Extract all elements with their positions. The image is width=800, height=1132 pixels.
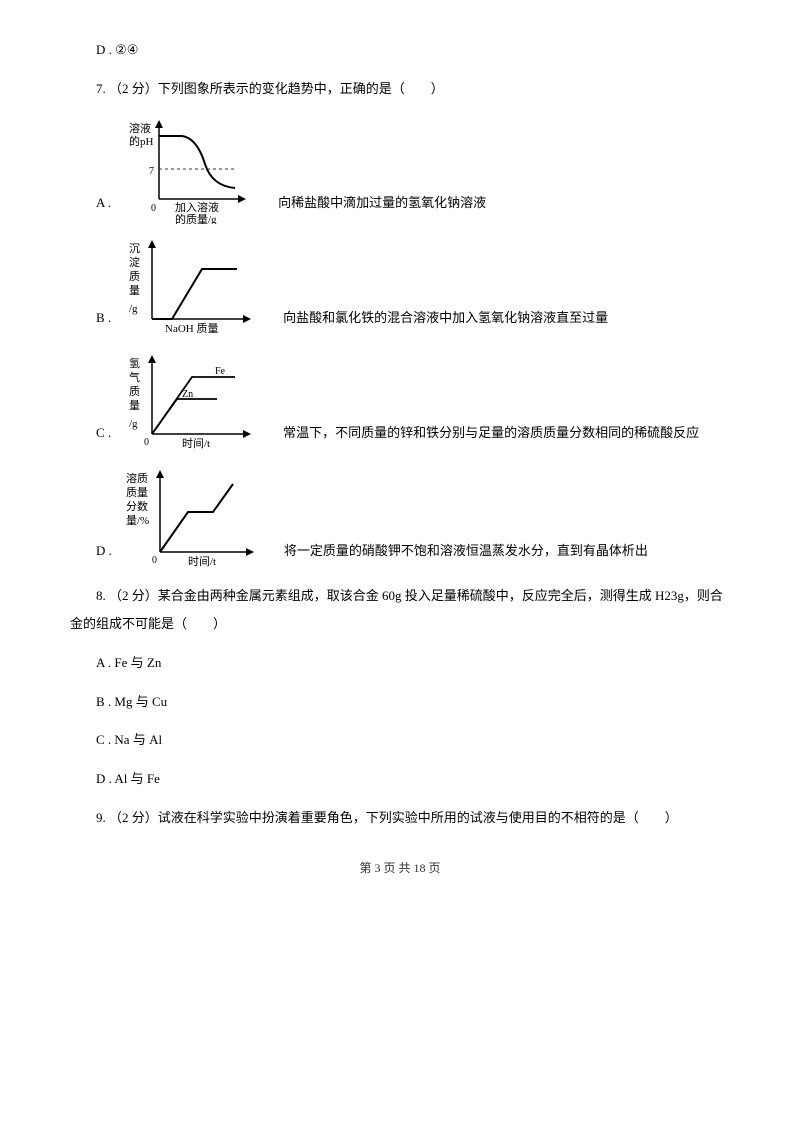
y-label: 沉 xyxy=(129,242,140,255)
series-label: Zn xyxy=(182,389,193,400)
option-prefix: B . xyxy=(70,308,111,329)
chart-c: 氢 气 质 量 /g 0 Fe Zn 时间/t xyxy=(117,349,262,454)
q7-stem: 7. （2 分）下列图象所表示的变化趋势中，正确的是（ ） xyxy=(70,79,730,100)
x-label: NaOH 质量 xyxy=(165,322,218,335)
y-unit: /g xyxy=(129,418,138,430)
y-label: 量/% xyxy=(126,514,149,527)
option-text: 常温下，不同质量的锌和铁分别与足量的溶质质量分数相同的稀硫酸反应 xyxy=(270,423,699,444)
curve-fe xyxy=(152,377,235,434)
q8-option-d: D . Al 与 Fe xyxy=(70,769,730,790)
q8-stem: 8. （2 分）某合金由两种金属元素组成，取该合金 60g 投入足量稀硫酸中，反… xyxy=(70,582,730,639)
q7-option-b: B . 沉 淀 质 量 /g NaOH 质量 向盐酸和氯化铁的混合溶液中加入氢氧… xyxy=(70,234,730,339)
x-label: 时间/t xyxy=(182,437,210,450)
series-label: Fe xyxy=(215,366,226,377)
option-text: 向稀盐酸中滴加过量的氢氧化钠溶液 xyxy=(265,193,486,214)
option-prefix: A . xyxy=(70,193,111,214)
arrow-icon xyxy=(155,120,163,128)
q8-option-b: B . Mg 与 Cu xyxy=(70,692,730,713)
x-label: 加入溶液 xyxy=(175,200,219,214)
y-label: 质 xyxy=(129,385,140,398)
page-footer: 第 3 页 共 18 页 xyxy=(70,859,730,878)
y-label: 质量 xyxy=(126,486,148,499)
arrow-icon xyxy=(243,430,251,438)
y-label: 分数 xyxy=(126,500,148,513)
arrow-icon xyxy=(238,195,246,203)
arrow-icon xyxy=(246,548,254,556)
chart-d: 溶质 质量 分数 量/% 0 时间/t xyxy=(118,464,263,572)
y-label: 溶质 xyxy=(126,471,148,485)
y-unit: /g xyxy=(129,303,138,315)
option-prefix: D . xyxy=(70,541,112,562)
y-label: 量 xyxy=(129,399,140,412)
arrow-icon xyxy=(148,240,156,248)
curve xyxy=(159,136,235,188)
arrow-icon xyxy=(243,315,251,323)
q7-option-a: A . 溶液 的pH 7 0 加入溶液 的质量/g 向稀盐酸中滴加过量的氢氧化钠… xyxy=(70,114,730,224)
arrow-icon xyxy=(148,355,156,363)
chart-a: 溶液 的pH 7 0 加入溶液 的质量/g xyxy=(117,114,257,224)
y-label: 气 xyxy=(129,370,140,384)
curve-zn xyxy=(152,399,217,434)
curve xyxy=(152,269,237,319)
curve xyxy=(160,484,233,552)
graph-a: 溶液 的pH 7 0 加入溶液 的质量/g xyxy=(117,114,257,224)
x-label: 的质量/g xyxy=(175,212,217,224)
option-prefix: C . xyxy=(70,423,111,444)
tick-label: 7 xyxy=(149,166,154,177)
y-label: 淀 xyxy=(129,255,140,269)
graph-c: 氢 气 质 量 /g 0 Fe Zn 时间/t xyxy=(117,349,262,454)
q9-stem: 9. （2 分）试液在科学实验中扮演着重要角色，下列实验中所用的试液与使用目的不… xyxy=(70,808,730,829)
origin-label: 0 xyxy=(151,203,156,214)
y-label: 量 xyxy=(129,284,140,297)
q7-option-c: C . 氢 气 质 量 /g 0 Fe Zn 时间/t 常温下，不同质量的锌和铁… xyxy=(70,349,730,454)
option-d-prev: D . ②④ xyxy=(70,40,730,61)
option-text: 将一定质量的硝酸钾不饱和溶液恒温蒸发水分，直到有晶体析出 xyxy=(271,541,648,562)
q8-option-c: C . Na 与 Al xyxy=(70,730,730,751)
option-text: 向盐酸和氯化铁的混合溶液中加入氢氧化钠溶液直至过量 xyxy=(270,308,608,329)
y-label: 的pH xyxy=(129,134,153,148)
chart-b: 沉 淀 质 量 /g NaOH 质量 xyxy=(117,234,262,339)
y-label: 氢 xyxy=(129,356,140,370)
y-label: 溶液 xyxy=(129,121,151,135)
origin-label: 0 xyxy=(152,555,157,566)
arrow-icon xyxy=(156,470,164,478)
y-label: 质 xyxy=(129,270,140,283)
origin-label: 0 xyxy=(144,437,149,448)
graph-d: 溶质 质量 分数 量/% 0 时间/t xyxy=(118,464,263,572)
q7-option-d: D . 溶质 质量 分数 量/% 0 时间/t 将一定质量的硝酸钾不饱和溶液恒温… xyxy=(70,464,730,572)
q8-option-a: A . Fe 与 Zn xyxy=(70,653,730,674)
graph-b: 沉 淀 质 量 /g NaOH 质量 xyxy=(117,234,262,339)
x-label: 时间/t xyxy=(188,555,216,568)
